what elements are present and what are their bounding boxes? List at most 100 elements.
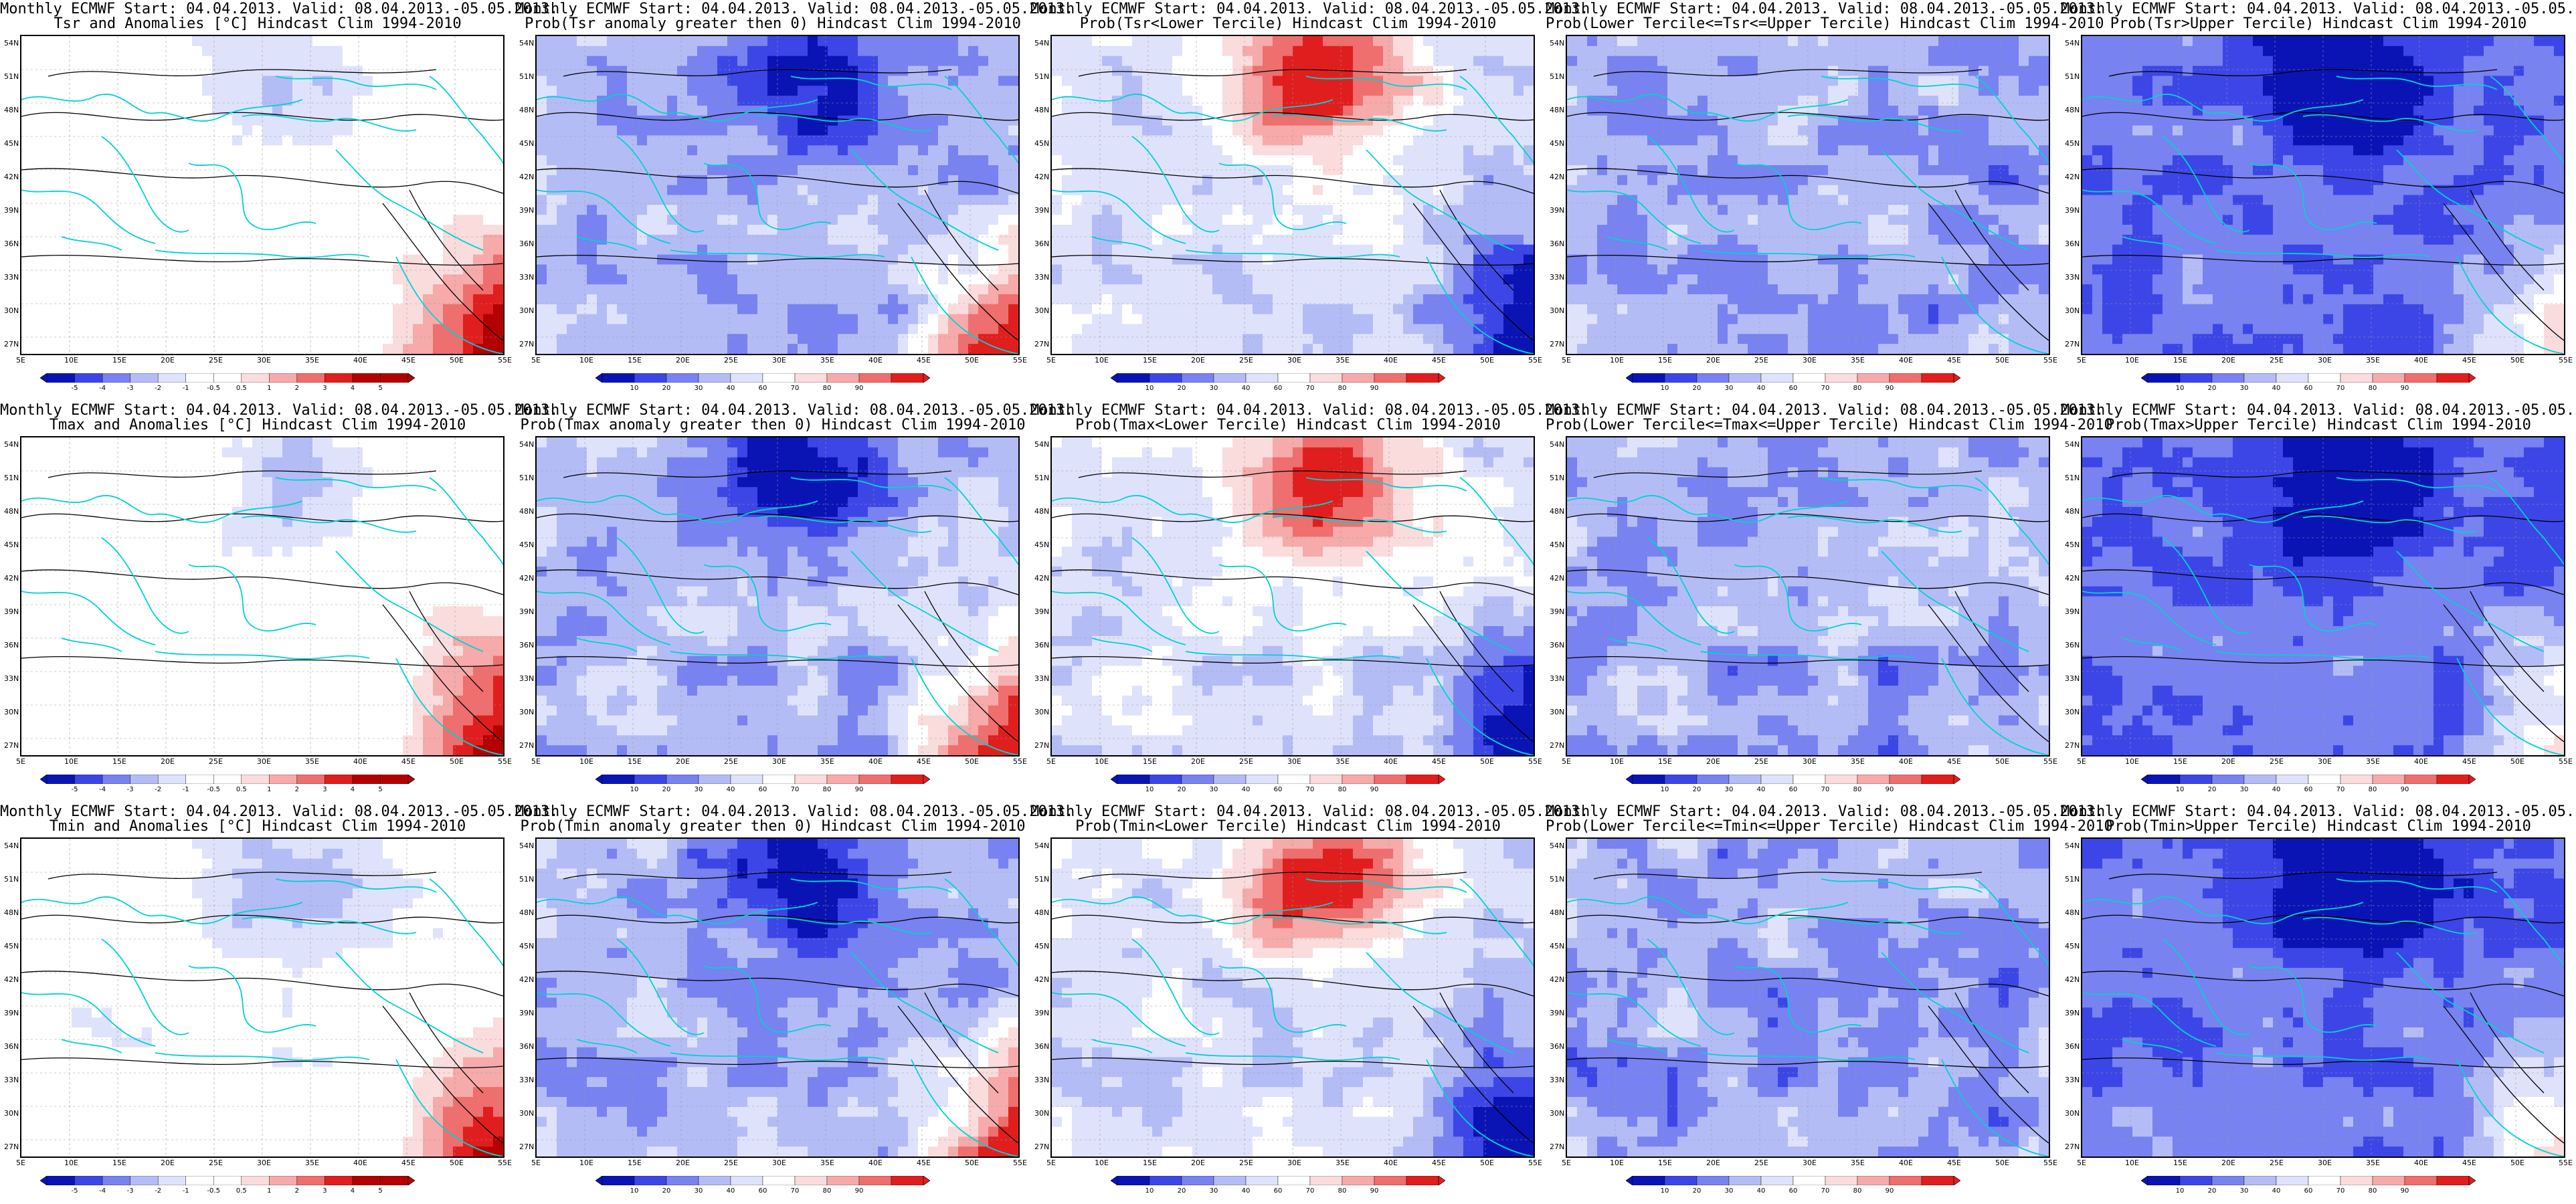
field-cell — [838, 244, 848, 256]
field-cell — [1403, 215, 1414, 225]
field-cell — [1697, 56, 1708, 67]
field-cell — [1413, 244, 1424, 256]
field-cell — [31, 334, 42, 344]
field-cell — [848, 45, 858, 57]
field-cell — [597, 86, 608, 96]
field-cell — [1102, 274, 1113, 285]
field-cell — [868, 264, 879, 275]
field-cell — [1373, 294, 1384, 305]
scale-tick-label: 90 — [1370, 385, 1379, 392]
field-cell — [848, 145, 858, 156]
field-cell — [1677, 36, 1688, 47]
longitude-label: 5E — [16, 356, 25, 365]
field-cell — [272, 76, 283, 86]
field-cell — [1524, 175, 1534, 186]
field-cell — [1393, 324, 1404, 334]
field-cell — [1433, 304, 1444, 315]
field-cell — [122, 215, 132, 225]
field-cell — [1363, 45, 1374, 57]
field-cell — [667, 304, 678, 315]
field-cell — [637, 45, 648, 57]
field-cell — [818, 145, 828, 156]
field-cell — [1333, 264, 1344, 275]
field-cell — [1383, 334, 1394, 344]
latitude-label: 39N — [1034, 206, 1049, 215]
field-cell — [1152, 195, 1163, 205]
field-cell — [1263, 86, 1273, 96]
field-cell — [323, 145, 333, 156]
field-cell — [493, 36, 503, 47]
field-cell — [617, 145, 628, 156]
field-cell — [1303, 86, 1313, 96]
field-cell — [1152, 45, 1163, 57]
field-cell — [667, 105, 678, 116]
field-cell — [473, 185, 484, 196]
field-cell — [928, 175, 939, 186]
field-cell — [1373, 145, 1384, 156]
field-cell — [21, 135, 32, 146]
field-cell — [232, 215, 243, 225]
field-cell — [1493, 145, 1504, 156]
field-cell — [1443, 205, 1454, 215]
field-cell — [1423, 215, 1434, 225]
field-cell — [423, 314, 434, 325]
field-cell — [112, 264, 122, 275]
field-cell — [433, 115, 444, 126]
field-cell — [1443, 96, 1454, 106]
field-cell — [82, 195, 92, 205]
field-cell — [1878, 36, 1889, 47]
isotherm-contour — [21, 112, 503, 121]
field-cell — [423, 274, 434, 285]
field-cell — [637, 324, 648, 334]
field-cell — [1393, 56, 1404, 67]
field-cell — [473, 344, 484, 354]
field-cell — [132, 45, 143, 57]
field-cell — [687, 324, 698, 334]
field-cell — [1383, 254, 1394, 265]
field-cell — [1433, 294, 1444, 305]
field-cell — [868, 36, 879, 47]
field-cell — [607, 334, 618, 344]
field-cell — [393, 105, 403, 116]
longitude-label: 5E — [531, 356, 541, 365]
field-cell — [1232, 125, 1243, 136]
field-cell — [1152, 244, 1163, 256]
field-cell — [363, 324, 373, 334]
field-cell — [988, 45, 999, 57]
field-cell — [1483, 344, 1494, 354]
field-cell — [92, 115, 102, 126]
field-cell — [1383, 304, 1394, 315]
map-panel: Monthly ECMWF Start: 04.04.2013. Valid: … — [1030, 0, 1588, 401]
field-cell — [212, 96, 223, 106]
field-cell — [1052, 205, 1063, 215]
longitude-label: 15E — [1143, 356, 1157, 365]
field-cell — [463, 195, 474, 205]
field-cell — [112, 105, 122, 116]
field-cell — [272, 185, 283, 196]
field-cell — [938, 165, 949, 176]
field-cell — [52, 274, 62, 285]
field-cell — [818, 185, 828, 196]
field-cell — [838, 334, 848, 344]
field-cell — [152, 244, 163, 256]
field-cell — [31, 264, 42, 275]
field-cell — [1403, 244, 1414, 256]
scale-swatch — [380, 373, 409, 383]
field-cell — [1182, 215, 1193, 225]
field-cell — [1008, 36, 1018, 47]
field-cell — [1192, 125, 1203, 136]
field-cell — [727, 314, 738, 325]
field-cell — [1768, 56, 1778, 67]
field-cell — [1052, 314, 1063, 325]
field-cell — [21, 175, 32, 186]
field-cell — [1132, 244, 1143, 256]
field-cell — [1062, 314, 1073, 325]
field-cell — [1112, 86, 1123, 96]
field-cell — [818, 225, 828, 235]
longitude-label: 10E — [579, 356, 593, 365]
field-cell — [667, 314, 678, 325]
field-cell — [1052, 304, 1063, 315]
field-cell — [1122, 56, 1133, 67]
field-cell — [132, 225, 143, 235]
field-cell — [112, 165, 122, 176]
